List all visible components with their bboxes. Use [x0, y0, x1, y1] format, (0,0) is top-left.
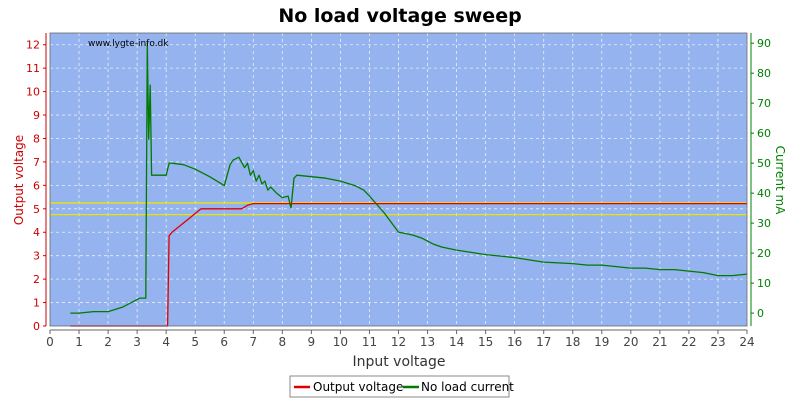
x-tick-label: 24 — [739, 335, 754, 349]
series-layer — [49, 32, 748, 327]
y-right-tick-label: 40 — [757, 187, 771, 200]
y-left-tick-label: 2 — [33, 273, 40, 286]
legend-label-no-load-current: No load current — [421, 380, 514, 394]
plot-border — [49, 32, 748, 327]
y-left-tick-label: 9 — [33, 109, 40, 122]
x-tick-label: 18 — [565, 335, 580, 349]
y-axis-right: 0 10 20 30 40 50 60 70 80 90 — [750, 33, 771, 326]
y-axis-left-label: Output voltage — [12, 135, 26, 225]
y-right-tick-label: 50 — [757, 157, 771, 170]
y-left-tick-label: 10 — [26, 86, 40, 99]
x-axis: 0 1 2 3 4 5 6 7 8 9 10 11 12 13 14 15 16 17 18 19 20 21 22 23 24 — [46, 329, 755, 349]
x-tick-label: 7 — [249, 335, 257, 349]
y-left-tick-label: 12 — [26, 39, 40, 52]
x-tick-label: 4 — [162, 335, 170, 349]
legend-label-output-voltage: Output voltage — [313, 380, 403, 394]
y-left-tick-label: 4 — [33, 226, 40, 239]
x-tick-label: 10 — [333, 335, 348, 349]
y-axis-right-label: Current mA — [773, 146, 787, 216]
series-output-voltage — [70, 202, 747, 327]
y-right-tick-label: 30 — [757, 217, 771, 230]
reference-lines — [50, 202, 747, 216]
y-right-tick-label: 90 — [757, 37, 771, 50]
series-no-load-current — [70, 42, 748, 314]
y-left-tick-label: 11 — [26, 62, 40, 75]
y-right-tick-label: 70 — [757, 97, 771, 110]
x-tick-label: 13 — [420, 335, 435, 349]
y-left-tick-label: 1 — [33, 297, 40, 310]
y-left-tick-label: 8 — [33, 132, 40, 145]
y-right-tick-label: 80 — [757, 67, 771, 80]
x-tick-label: 9 — [308, 335, 316, 349]
y-left-tick-label: 7 — [33, 156, 40, 169]
y-left-tick-label: 0 — [33, 320, 40, 333]
y-left-tick-label: 5 — [33, 203, 40, 216]
x-axis-label: Input voltage — [352, 354, 445, 370]
x-tick-label: 16 — [507, 335, 522, 349]
x-tick-label: 23 — [710, 335, 725, 349]
y-left-tick-label: 6 — [33, 179, 40, 192]
x-tick-label: 5 — [191, 335, 199, 349]
y-right-tick-label: 10 — [757, 277, 771, 290]
y-left-tick-label: 3 — [33, 250, 40, 263]
x-tick-label: 14 — [449, 335, 464, 349]
x-tick-label: 2 — [104, 335, 112, 349]
legend: Output voltage No load current — [289, 375, 514, 398]
x-tick-label: 0 — [46, 335, 54, 349]
y-right-tick-label: 60 — [757, 127, 771, 140]
x-tick-label: 3 — [133, 335, 141, 349]
x-tick-label: 22 — [681, 335, 696, 349]
x-tick-label: 19 — [594, 335, 609, 349]
x-tick-label: 8 — [279, 335, 287, 349]
watermark: www.lygte-info.dk — [88, 39, 169, 49]
x-tick-label: 6 — [220, 335, 228, 349]
x-tick-label: 20 — [623, 335, 638, 349]
y-right-tick-label: 0 — [757, 307, 764, 320]
x-tick-label: 12 — [391, 335, 406, 349]
x-tick-label: 1 — [75, 335, 83, 349]
legend-box — [289, 375, 510, 398]
x-tick-label: 15 — [478, 335, 493, 349]
x-tick-label: 17 — [536, 335, 551, 349]
x-tick-label: 11 — [362, 335, 377, 349]
chart-title: No load voltage sweep — [278, 5, 521, 27]
y-right-tick-label: 20 — [757, 247, 771, 260]
x-tick-label: 21 — [652, 335, 667, 349]
